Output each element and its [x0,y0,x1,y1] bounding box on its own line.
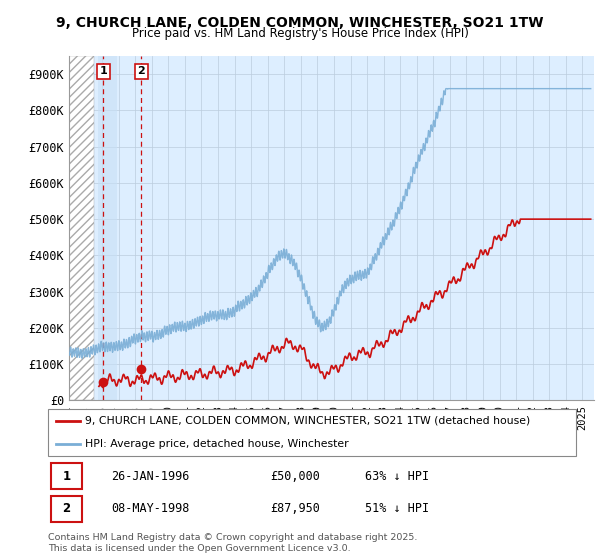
Text: 08-MAY-1998: 08-MAY-1998 [112,502,190,515]
Text: 2: 2 [62,502,71,515]
Text: 1: 1 [62,469,71,483]
Text: Price paid vs. HM Land Registry's House Price Index (HPI): Price paid vs. HM Land Registry's House … [131,27,469,40]
Bar [50,496,82,522]
Text: 51% ↓ HPI: 51% ↓ HPI [365,502,429,515]
Text: 26-JAN-1996: 26-JAN-1996 [112,469,190,483]
Bar [98,56,116,400]
Text: £87,950: £87,950 [270,502,320,515]
Text: HPI: Average price, detached house, Winchester: HPI: Average price, detached house, Winc… [85,438,349,449]
Bar [69,56,94,400]
Bar [50,463,82,489]
Text: 2: 2 [137,66,145,76]
Text: 63% ↓ HPI: 63% ↓ HPI [365,469,429,483]
Text: 1: 1 [100,66,107,76]
Text: £50,000: £50,000 [270,469,320,483]
Text: 9, CHURCH LANE, COLDEN COMMON, WINCHESTER, SO21 1TW: 9, CHURCH LANE, COLDEN COMMON, WINCHESTE… [56,16,544,30]
Text: 9, CHURCH LANE, COLDEN COMMON, WINCHESTER, SO21 1TW (detached house): 9, CHURCH LANE, COLDEN COMMON, WINCHESTE… [85,416,530,426]
Text: Contains HM Land Registry data © Crown copyright and database right 2025.
This d: Contains HM Land Registry data © Crown c… [48,533,418,553]
